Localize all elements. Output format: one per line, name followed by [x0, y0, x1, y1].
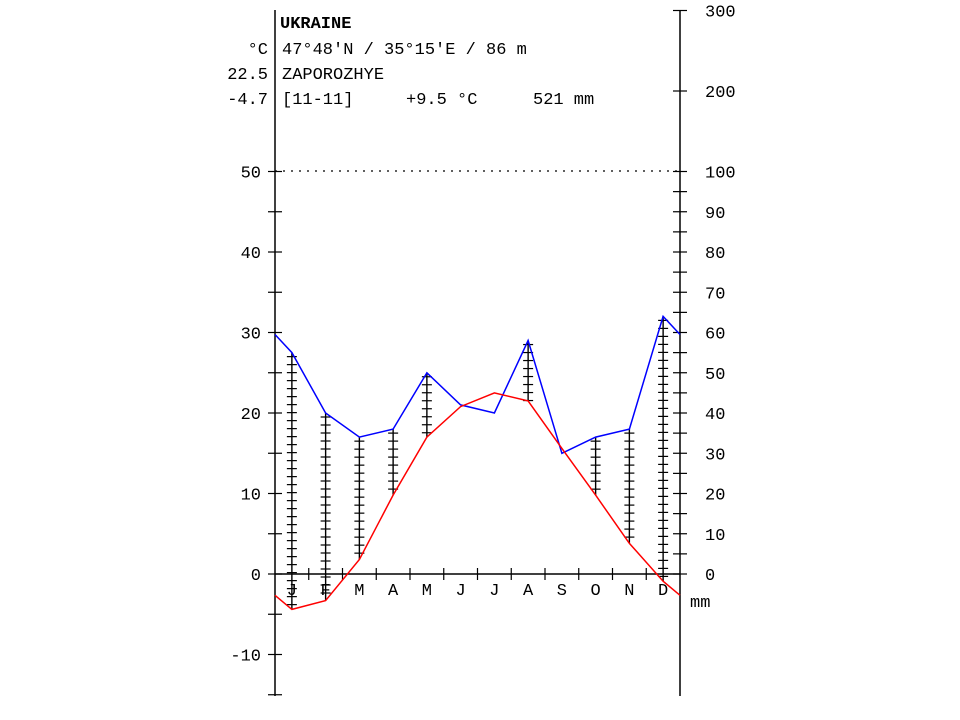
month-label: S: [557, 582, 567, 601]
precip-tick-label: 50: [705, 366, 725, 385]
temp-tick-label: 20: [241, 406, 261, 425]
month-label: N: [624, 582, 634, 601]
max-temp-label: 22.5: [227, 66, 268, 85]
precip-tick-label: 300: [705, 4, 736, 23]
record-period: [11-11]: [282, 91, 353, 110]
precip-tick-label: 40: [705, 406, 725, 425]
precip-tick-label: 200: [705, 84, 736, 103]
temperature-line: [274, 392, 681, 611]
temp-tick-label: -10: [230, 648, 261, 667]
mm-unit-label: mm: [690, 594, 710, 613]
month-label: M: [354, 582, 364, 601]
month-label: J: [456, 582, 466, 601]
station-coordinates: 47°48'N / 35°15'E / 86 m: [282, 41, 527, 60]
month-label: A: [388, 582, 399, 601]
precip-tick-label: 90: [705, 205, 725, 224]
month-label: M: [422, 582, 432, 601]
annual-precipitation: 521 mm: [533, 91, 594, 110]
precip-tick-label: 60: [705, 326, 725, 345]
month-label: O: [591, 582, 601, 601]
temp-tick-label: 0: [251, 567, 261, 586]
precip-tick-label: 80: [705, 245, 725, 264]
mean-temperature: +9.5 °C: [406, 91, 477, 110]
month-label: J: [489, 582, 499, 601]
temp-tick-label: 10: [241, 487, 261, 506]
precip-tick-label: 100: [705, 165, 736, 184]
temp-tick-label: 50: [241, 165, 261, 184]
country-title: UKRAINE: [280, 15, 351, 34]
min-temp-label: -4.7: [227, 91, 268, 110]
unit-label: °C: [248, 41, 268, 60]
precipitation-line: [274, 314, 681, 455]
month-label: D: [658, 582, 668, 601]
precip-tick-label: 20: [705, 487, 725, 506]
precip-tick-label: 30: [705, 446, 725, 465]
temp-tick-label: 30: [241, 326, 261, 345]
station-name: ZAPOROZHYE: [282, 66, 384, 85]
precip-tick-label: 70: [705, 285, 725, 304]
precip-tick-label: 0: [705, 567, 715, 586]
precip-tick-label: 10: [705, 527, 725, 546]
month-label: A: [523, 582, 534, 601]
temp-tick-label: 40: [241, 245, 261, 264]
